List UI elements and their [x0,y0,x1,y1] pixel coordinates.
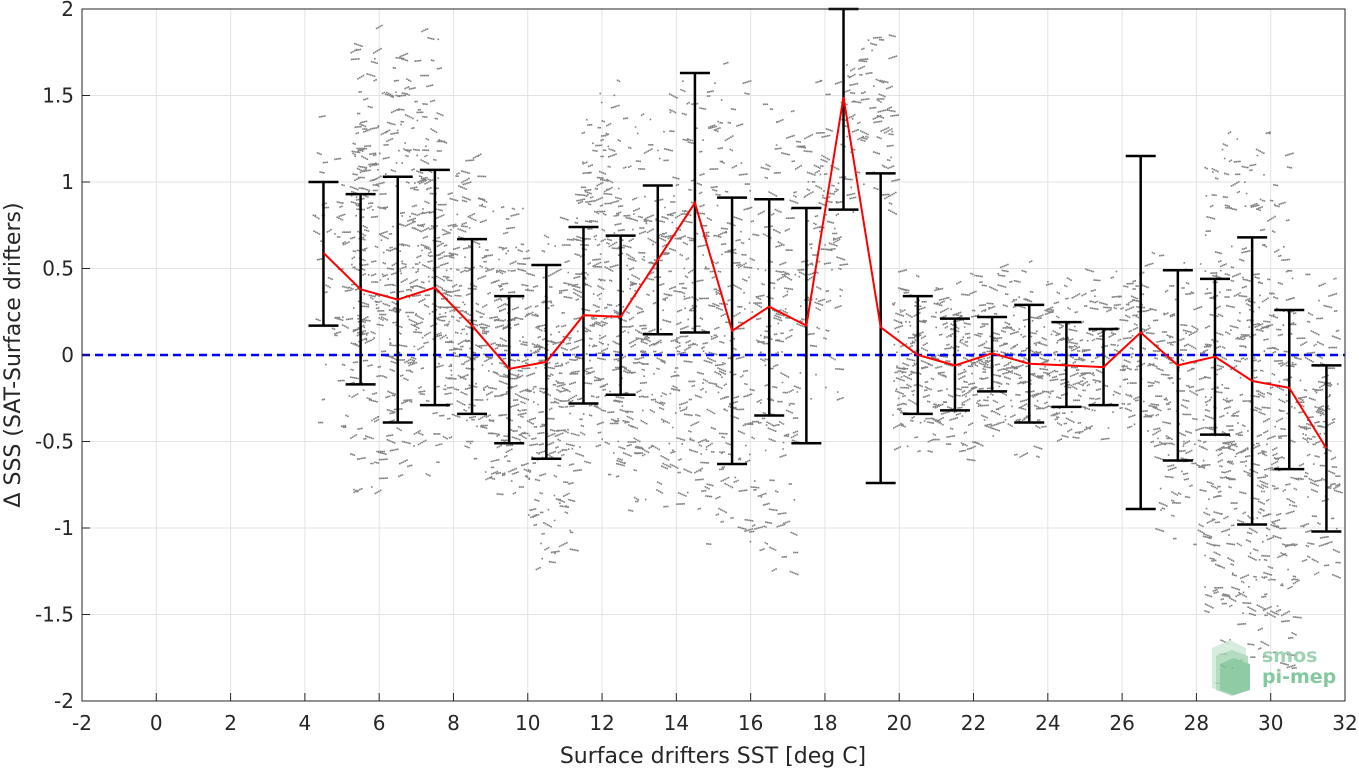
y-axis-ticks: -2 -1.5 -1 -0.5 0 0.5 1 1.5 2 [35,0,90,713]
x-tick-label: 32 [1332,711,1357,735]
x-tick-label: 6 [373,711,386,735]
x-axis-ticks: -2 0 2 4 6 8 10 12 14 16 18 20 22 24 26 28 30 32 [72,693,1358,735]
x-tick-label: 8 [447,711,460,735]
x-tick-label: 20 [887,711,912,735]
x-tick-label: 18 [812,711,837,735]
x-tick-label: 14 [664,711,689,735]
y-tick-label: 2 [61,0,74,21]
y-tick-label: -2 [54,689,74,713]
y-tick-label: 1.5 [42,84,74,108]
x-tick-label: 28 [1184,711,1209,735]
y-tick-label: 1 [61,170,74,194]
y-tick-label: -0.5 [35,430,74,454]
y-tick-label: -1.5 [35,603,74,627]
x-tick-label: 12 [589,711,614,735]
x-tick-label: -2 [72,711,92,735]
y-axis-label: Δ SSS (SAT-Surface drifters) [1,202,26,507]
y-tick-label: -1 [54,516,74,540]
x-tick-label: 4 [299,711,312,735]
y-tick-label: 0.5 [42,257,74,281]
logo-text-smos: smos [1262,645,1317,667]
x-tick-label: 2 [224,711,237,735]
logo-text-pi-mep: pi-mep [1262,666,1336,688]
mean-line [322,97,1328,449]
x-tick-label: 30 [1258,711,1283,735]
x-tick-label: 24 [1035,711,1060,735]
smos-pi-mep-logo: smos pi-mep [1212,640,1336,696]
x-tick-label: 16 [738,711,763,735]
y-tick-label: 0 [61,343,74,367]
x-tick-label: 10 [515,711,540,735]
x-tick-label: 22 [961,711,986,735]
logo-mark-icon [1212,640,1250,696]
x-tick-label: 26 [1109,711,1134,735]
x-tick-label: 0 [150,711,163,735]
x-axis-label: Surface drifters SST [deg C] [560,744,866,769]
